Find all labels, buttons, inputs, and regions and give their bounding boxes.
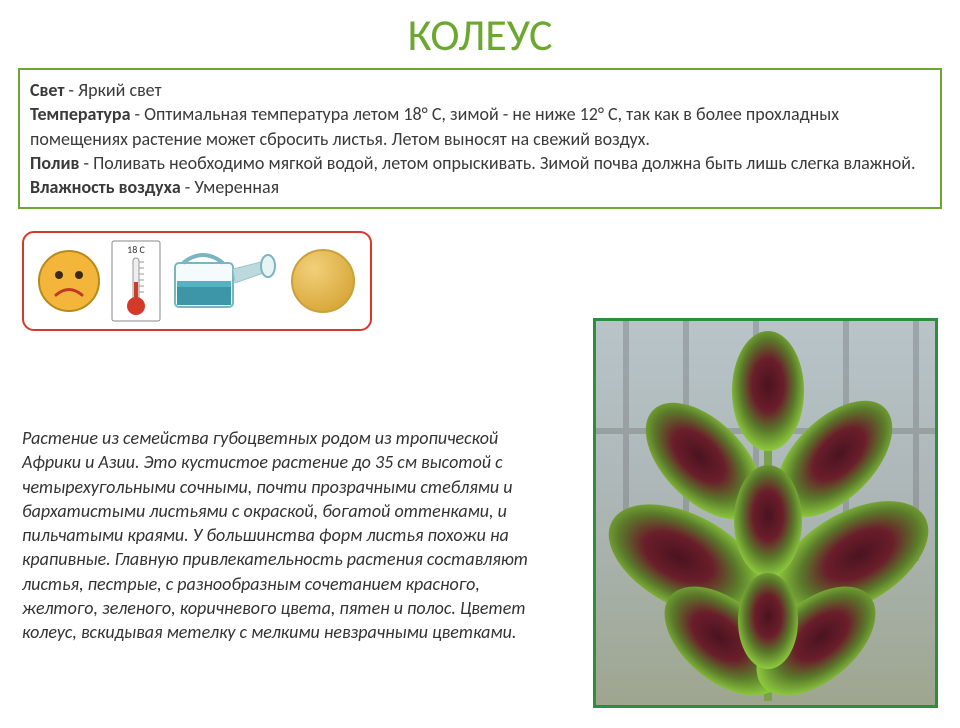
thermometer-icon: 18 С	[111, 240, 161, 322]
care-line-humidity: Влажность воздуха - Умеренная	[30, 175, 930, 199]
plant-illustration	[596, 321, 938, 708]
face-icon	[36, 248, 102, 314]
description-text: Растение из семейства губоцветных родом …	[22, 426, 532, 645]
sun-icon	[288, 246, 358, 316]
care-line-light: Свет - Яркий свет	[30, 78, 930, 102]
care-info-box: Свет - Яркий свет Температура - Оптималь…	[18, 68, 942, 209]
watering-can-icon	[169, 245, 279, 317]
care-line-water: Полив - Поливать необходимо мягкой водой…	[30, 151, 930, 175]
page-title: КОЛЕУС	[0, 8, 960, 62]
svg-text:18 С: 18 С	[127, 243, 145, 256]
icons-box: 18 С	[22, 231, 372, 331]
plant-photo	[593, 318, 938, 708]
care-line-temperature: Температура - Оптимальная температура ле…	[30, 102, 930, 151]
